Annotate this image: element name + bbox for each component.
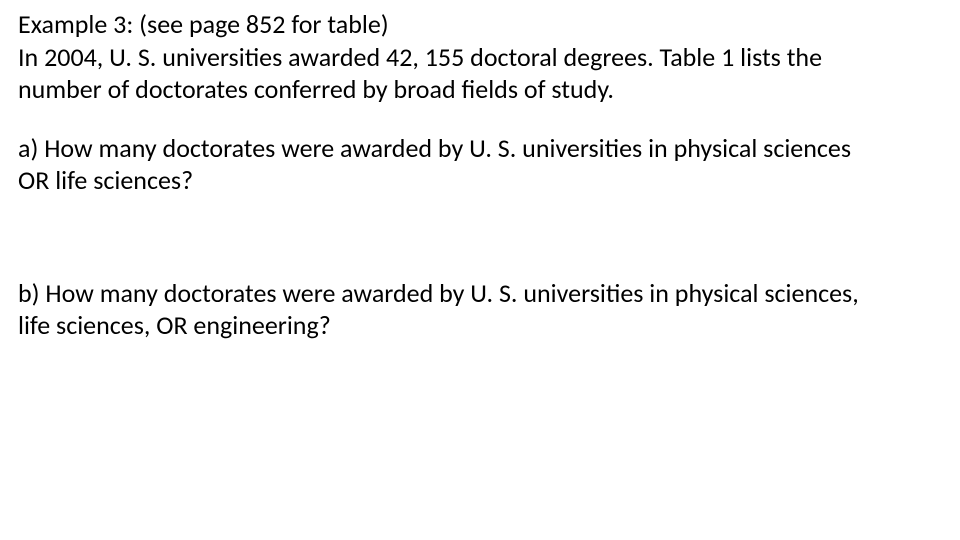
- spacer-large: [18, 197, 942, 277]
- intro-line-2: number of doctorates conferred by broad …: [18, 73, 614, 105]
- intro-paragraph: In 2004, U. S. universities awarded 42, …: [18, 41, 942, 106]
- question-b-line-1: b) How many doctorates were awarded by U…: [18, 277, 859, 309]
- example-heading-text: Example 3: (see page 852 for table): [18, 8, 389, 40]
- question-a: a) How many doctorates were awarded by U…: [18, 132, 942, 197]
- question-a-line-2: OR life sciences?: [18, 164, 193, 196]
- slide-page: Example 3: (see page 852 for table) In 2…: [0, 0, 960, 540]
- spacer: [18, 106, 942, 132]
- example-heading: Example 3: (see page 852 for table): [18, 8, 942, 41]
- question-b: b) How many doctorates were awarded by U…: [18, 277, 942, 342]
- intro-line-1: In 2004, U. S. universities awarded 42, …: [18, 41, 822, 73]
- question-a-line-1: a) How many doctorates were awarded by U…: [18, 132, 851, 164]
- question-b-line-2: life sciences, OR engineering?: [18, 309, 331, 341]
